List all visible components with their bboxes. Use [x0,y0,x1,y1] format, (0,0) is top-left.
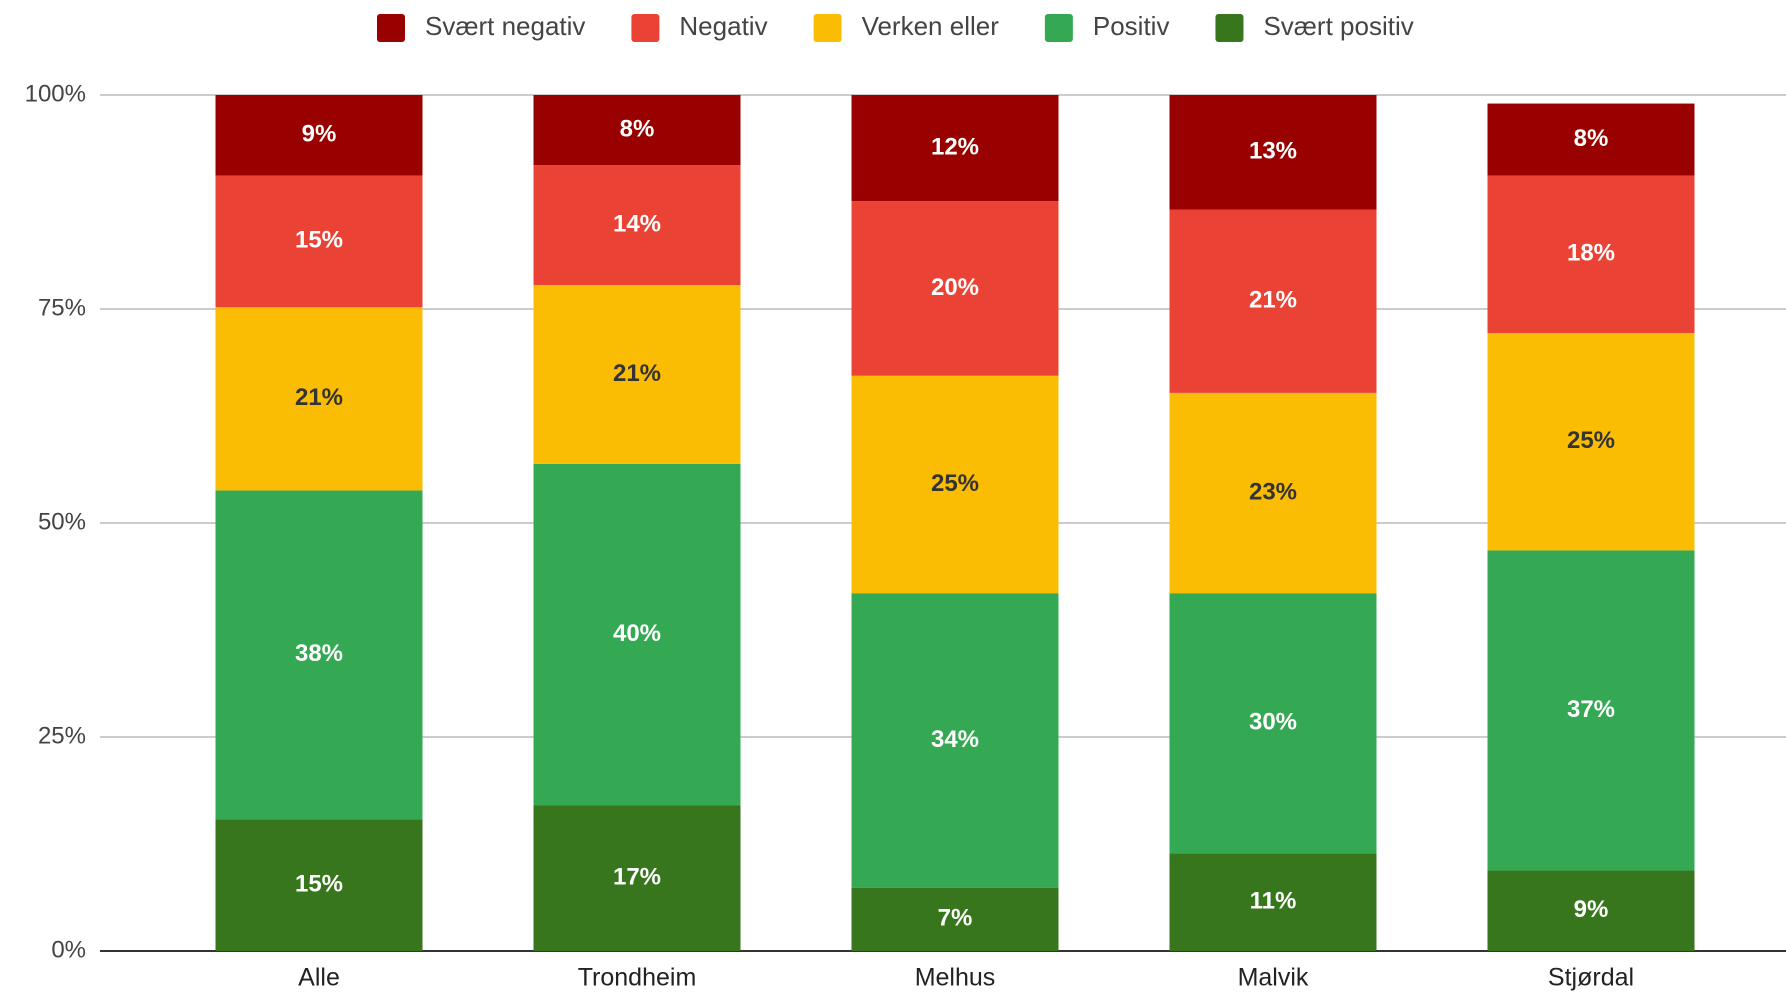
data-label: 23% [1249,478,1297,505]
x-tick-label: Trondheim [578,964,697,992]
data-label: 40% [613,620,661,647]
bar-segment [1487,870,1695,951]
x-tick-label: Melhus [915,964,996,992]
data-label: 21% [1249,287,1297,314]
y-tick-label: 0% [51,936,86,963]
bar-segment [215,95,423,176]
x-tick-label: Stjørdal [1548,964,1634,992]
data-label: 30% [1249,709,1297,736]
data-label: 8% [620,115,655,142]
legend-swatch [377,14,405,42]
bar-segment [1169,593,1377,854]
bar-segment [1487,550,1695,871]
bar-segment [1487,332,1695,551]
y-tick-label: 75% [38,294,86,321]
bar-segment [533,805,741,951]
data-label: 15% [295,870,343,897]
legend-label: Svært negativ [425,11,585,41]
bar-segment [851,95,1059,202]
data-label: 37% [1567,696,1615,723]
y-tick-label: 100% [25,80,86,107]
data-label: 13% [1249,138,1297,165]
data-label: 9% [1574,896,1609,923]
x-tick-label: Alle [298,964,340,992]
legend-label: Verken eller [862,11,1000,41]
legend-label: Positiv [1093,11,1170,41]
data-label: 20% [931,274,979,301]
data-label: 25% [1567,427,1615,454]
data-label: 15% [295,227,343,254]
y-tick-label: 25% [38,722,86,749]
bar-segment [215,490,423,820]
data-label: 34% [931,726,979,753]
bar-segment [1169,95,1377,210]
data-label: 21% [613,360,661,387]
data-label: 9% [302,121,337,148]
bar-segment [1169,392,1377,594]
bar-segment [1169,209,1377,393]
bar-segment [1487,103,1695,176]
legend-swatch [631,14,660,42]
legend-label: Negativ [679,11,767,41]
bar-segment [851,201,1059,376]
y-tick-label: 50% [38,508,86,535]
bar-segment [215,819,423,951]
bar-segment [1487,175,1695,333]
data-label: 14% [613,210,661,237]
data-label: 8% [1574,125,1609,152]
bar-segment [533,95,741,166]
data-label: 7% [938,905,973,932]
data-label: 12% [931,133,979,160]
data-label: 11% [1250,888,1297,915]
data-label: 38% [295,640,343,667]
bar-segment [1169,853,1377,951]
bar-segment [533,165,741,286]
bar-segment [851,375,1059,594]
legend-swatch [1044,14,1073,42]
legend-swatch [813,14,842,42]
bar-segment [215,175,423,308]
legend-swatch [1215,14,1244,42]
x-tick-label: Malvik [1238,964,1309,992]
data-label: 17% [613,864,661,891]
data-label: 21% [295,384,343,411]
bar-segment [851,593,1059,888]
bar-segment [533,463,741,806]
legend-label: Svært positiv [1263,11,1413,41]
bar-segment [215,307,423,491]
data-label: 25% [931,470,979,497]
bar-segment [851,887,1059,951]
data-label: 18% [1567,240,1615,267]
bar-segment [533,285,741,464]
